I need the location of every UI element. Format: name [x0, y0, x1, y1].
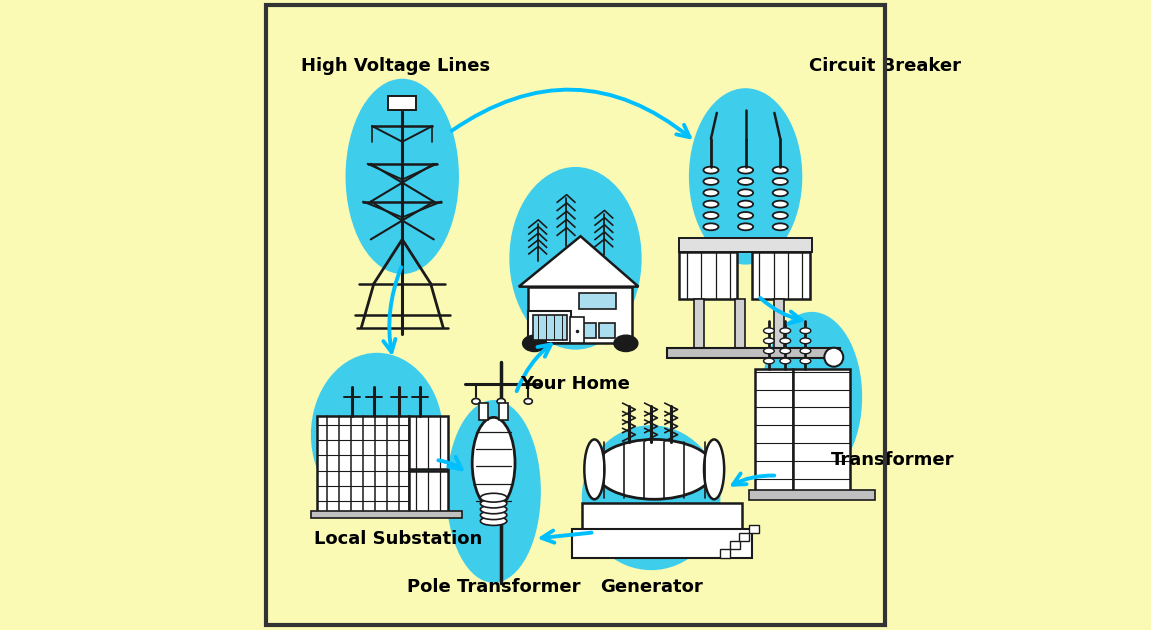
Ellipse shape: [800, 358, 810, 364]
Bar: [500, 403, 508, 420]
Bar: [666, 348, 840, 358]
Ellipse shape: [510, 167, 641, 350]
FancyArrowPatch shape: [761, 298, 801, 324]
Bar: [581, 503, 742, 529]
Bar: [730, 541, 740, 549]
Ellipse shape: [772, 167, 787, 174]
Ellipse shape: [780, 358, 791, 364]
Ellipse shape: [497, 399, 505, 404]
Ellipse shape: [772, 178, 787, 185]
Ellipse shape: [594, 440, 714, 499]
Bar: [409, 416, 448, 469]
Ellipse shape: [345, 79, 459, 274]
Ellipse shape: [824, 348, 844, 367]
FancyArrowPatch shape: [517, 345, 551, 391]
Ellipse shape: [472, 417, 514, 509]
Ellipse shape: [311, 353, 443, 517]
Bar: [311, 511, 462, 518]
Ellipse shape: [613, 335, 638, 352]
Ellipse shape: [738, 167, 753, 174]
Bar: [572, 529, 752, 558]
Bar: [721, 549, 731, 558]
Bar: [679, 238, 811, 252]
FancyArrowPatch shape: [383, 267, 402, 352]
Ellipse shape: [763, 358, 775, 364]
Ellipse shape: [703, 167, 718, 174]
Ellipse shape: [480, 511, 506, 520]
Ellipse shape: [738, 224, 753, 230]
Bar: [755, 369, 793, 491]
Ellipse shape: [738, 200, 753, 207]
Ellipse shape: [761, 312, 862, 482]
Text: Pole Transformer: Pole Transformer: [406, 578, 580, 596]
Bar: [579, 293, 617, 309]
Ellipse shape: [523, 335, 547, 352]
Bar: [528, 287, 632, 343]
Ellipse shape: [472, 399, 480, 404]
Ellipse shape: [480, 499, 506, 508]
Ellipse shape: [581, 425, 721, 570]
Text: Your Home: Your Home: [520, 375, 631, 393]
Text: Local Substation: Local Substation: [314, 530, 482, 547]
Ellipse shape: [524, 399, 533, 404]
Ellipse shape: [763, 338, 775, 344]
Ellipse shape: [480, 505, 506, 514]
Ellipse shape: [780, 328, 791, 334]
Ellipse shape: [800, 328, 810, 334]
Ellipse shape: [703, 190, 718, 197]
Bar: [479, 403, 488, 420]
Ellipse shape: [800, 338, 810, 344]
Ellipse shape: [703, 224, 718, 230]
Bar: [694, 299, 704, 350]
Bar: [600, 323, 615, 338]
Ellipse shape: [772, 212, 787, 219]
Ellipse shape: [800, 348, 810, 354]
Bar: [571, 317, 585, 343]
Ellipse shape: [447, 400, 541, 583]
Bar: [388, 96, 417, 110]
Ellipse shape: [480, 493, 506, 502]
Ellipse shape: [703, 178, 718, 185]
Bar: [739, 533, 749, 541]
Bar: [318, 416, 409, 513]
Ellipse shape: [763, 328, 775, 334]
Ellipse shape: [704, 440, 724, 499]
Ellipse shape: [738, 190, 753, 197]
Ellipse shape: [703, 200, 718, 207]
Text: Generator: Generator: [600, 578, 702, 596]
Ellipse shape: [763, 348, 775, 354]
Text: High Voltage Lines: High Voltage Lines: [302, 57, 490, 75]
Bar: [580, 323, 596, 338]
Ellipse shape: [689, 88, 802, 265]
FancyArrowPatch shape: [452, 89, 689, 137]
Text: Transformer: Transformer: [831, 451, 954, 469]
Ellipse shape: [780, 348, 791, 354]
FancyArrowPatch shape: [733, 474, 775, 484]
Text: Circuit Breaker: Circuit Breaker: [809, 57, 961, 75]
Polygon shape: [519, 236, 639, 287]
Bar: [749, 525, 759, 533]
Ellipse shape: [703, 212, 718, 219]
Bar: [528, 311, 571, 343]
FancyArrowPatch shape: [439, 457, 462, 469]
Ellipse shape: [780, 338, 791, 344]
FancyArrowPatch shape: [542, 530, 592, 542]
Bar: [679, 252, 738, 299]
Bar: [409, 471, 448, 513]
Ellipse shape: [738, 178, 753, 185]
Bar: [749, 490, 875, 500]
Ellipse shape: [772, 190, 787, 197]
Ellipse shape: [772, 224, 787, 230]
Bar: [793, 369, 849, 491]
Bar: [533, 315, 566, 340]
Ellipse shape: [772, 200, 787, 207]
Bar: [752, 252, 810, 299]
Ellipse shape: [738, 212, 753, 219]
Bar: [734, 299, 745, 350]
Bar: [773, 299, 784, 350]
Ellipse shape: [480, 517, 506, 525]
Ellipse shape: [585, 440, 604, 499]
